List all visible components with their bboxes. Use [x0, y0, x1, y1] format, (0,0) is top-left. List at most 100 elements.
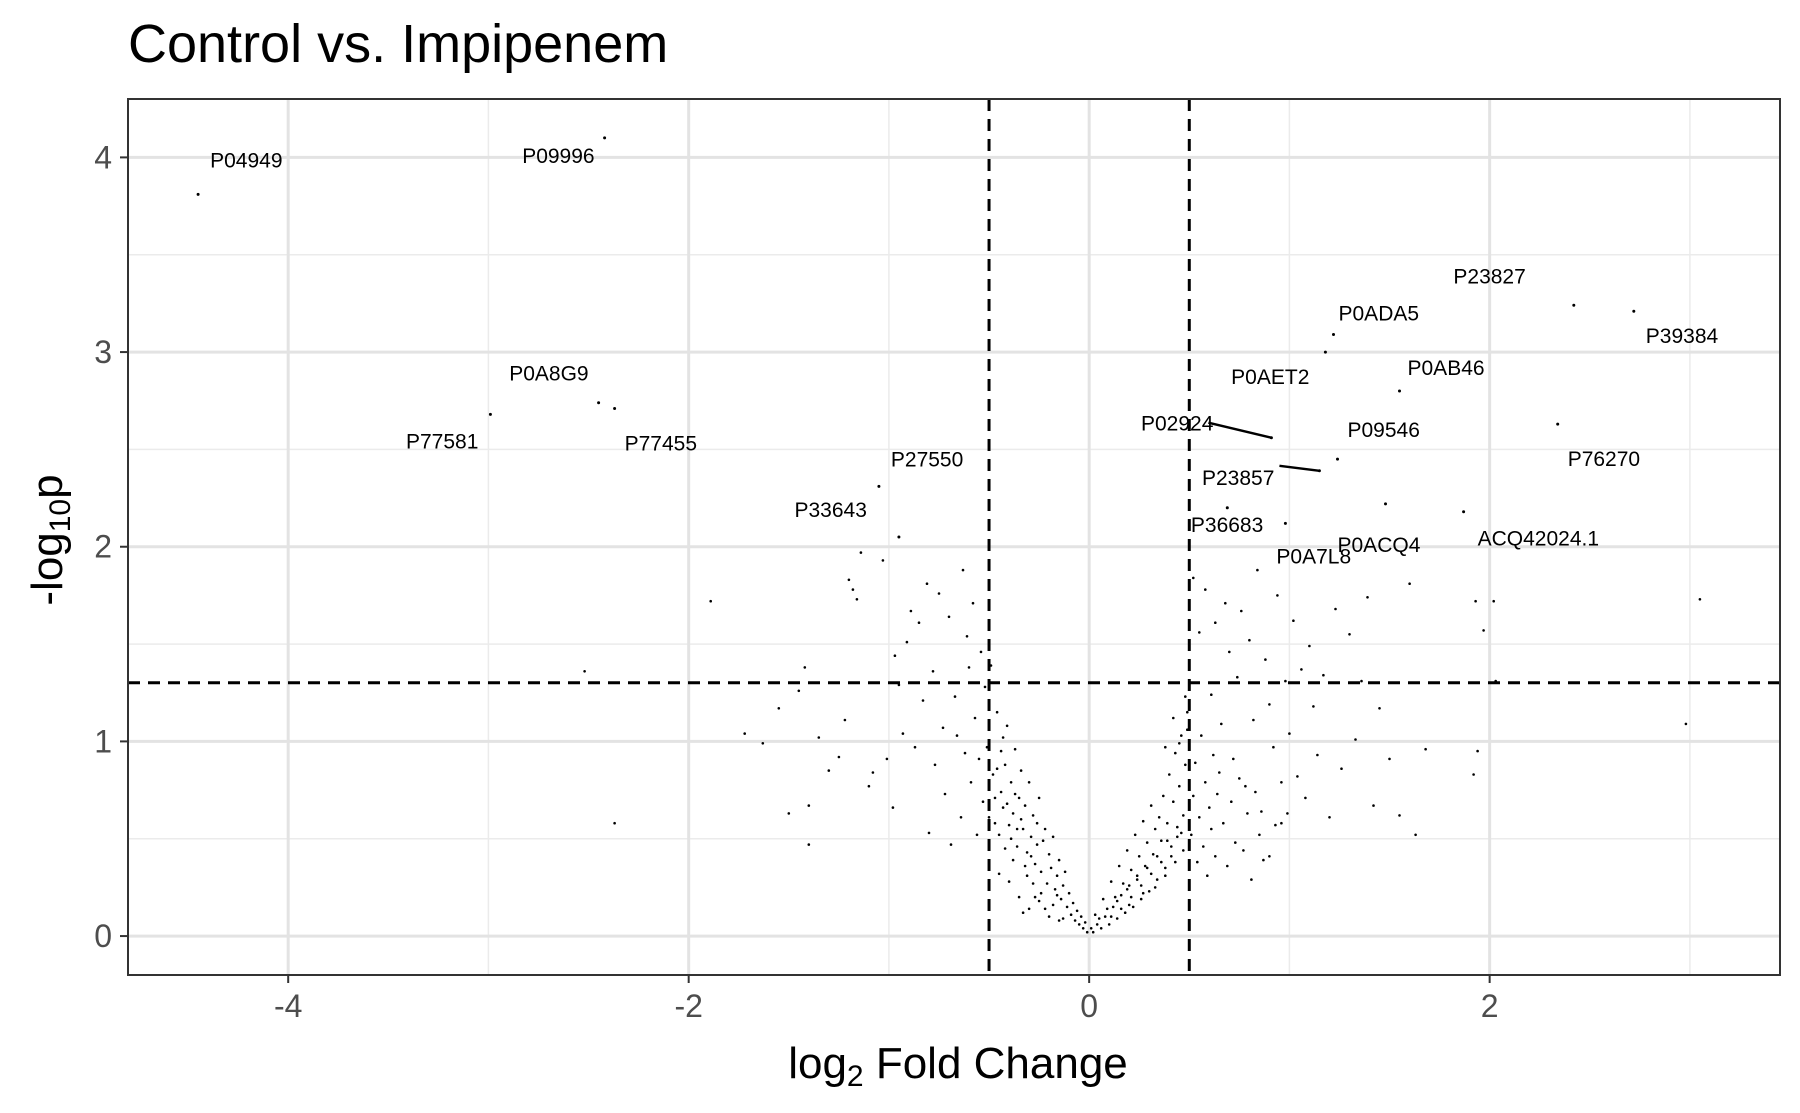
data-point — [953, 695, 957, 698]
data-point — [961, 568, 965, 572]
data-point — [1208, 806, 1211, 809]
data-point — [761, 742, 765, 745]
data-point — [1292, 619, 1295, 622]
data-point — [1166, 839, 1169, 842]
data-point — [881, 559, 885, 562]
data-point — [871, 771, 875, 774]
y-axis-title: -log10p — [23, 474, 77, 605]
data-point — [999, 749, 1003, 753]
data-point — [1264, 658, 1267, 661]
data-point — [1212, 753, 1215, 757]
data-point — [993, 821, 997, 825]
data-point — [1234, 841, 1237, 844]
data-point — [1354, 738, 1357, 741]
data-point — [1053, 888, 1057, 891]
data-point — [1057, 858, 1061, 862]
data-point — [947, 615, 951, 619]
data-point — [1023, 804, 1027, 807]
data-point — [1109, 915, 1113, 918]
y-tick-label: 1 — [94, 723, 112, 759]
data-point — [999, 790, 1003, 794]
data-point — [1174, 860, 1177, 864]
y-tick-label: 3 — [94, 334, 112, 370]
data-point — [1194, 761, 1197, 765]
data-point — [1348, 633, 1351, 636]
data-point — [997, 833, 1001, 837]
data-point — [1230, 800, 1233, 803]
y-axis-ticks: 0 1 2 3 4 — [94, 139, 128, 954]
data-point — [1164, 874, 1167, 877]
data-point — [941, 726, 945, 730]
data-point — [1388, 757, 1391, 761]
data-point — [1262, 858, 1265, 862]
labeled-data-point — [1398, 389, 1401, 393]
data-point — [827, 769, 831, 772]
y-axis-title-subscript: 10 — [44, 499, 77, 532]
data-point — [1129, 868, 1133, 872]
data-point — [1133, 833, 1137, 837]
data-point — [963, 751, 967, 755]
data-point — [1214, 855, 1217, 858]
data-point — [1011, 858, 1015, 862]
data-point — [1334, 607, 1337, 611]
data-point — [1101, 897, 1105, 901]
data-point — [1129, 895, 1133, 899]
data-point — [859, 551, 863, 554]
label-leader-line — [1208, 421, 1272, 439]
data-point — [1192, 576, 1195, 580]
data-point — [1141, 891, 1145, 895]
data-point — [807, 804, 811, 807]
data-point — [1141, 819, 1145, 823]
data-point — [1160, 839, 1163, 842]
data-point — [1115, 917, 1119, 920]
data-point — [1164, 866, 1167, 870]
data-point — [1220, 722, 1223, 726]
data-point — [1236, 675, 1239, 679]
labeled-data-point — [1556, 422, 1560, 426]
data-point — [1186, 728, 1189, 731]
data-point — [1170, 845, 1173, 848]
labeled-data-point — [597, 401, 601, 405]
data-point — [1160, 860, 1163, 864]
data-point — [1027, 907, 1031, 911]
data-point — [1147, 890, 1151, 893]
data-point — [1155, 878, 1159, 881]
data-point — [1196, 860, 1199, 864]
data-point — [925, 582, 929, 585]
y-tick-label: 4 — [94, 139, 112, 175]
data-point — [1308, 644, 1311, 648]
data-point — [937, 592, 941, 595]
data-point — [1047, 853, 1051, 856]
point-label: P0AB46 — [1408, 357, 1485, 380]
data-point — [893, 654, 897, 657]
data-point — [933, 763, 937, 767]
data-point — [1186, 710, 1189, 714]
data-point — [1123, 911, 1127, 914]
data-point — [1684, 722, 1688, 726]
data-point — [1103, 915, 1107, 918]
data-point — [1153, 886, 1157, 889]
data-point — [1288, 732, 1291, 735]
data-point — [1366, 596, 1369, 599]
data-point — [1328, 816, 1331, 819]
data-point — [1089, 927, 1093, 930]
data-point — [1057, 919, 1061, 922]
data-point — [1005, 724, 1009, 728]
labeled-data-point — [1384, 502, 1387, 506]
data-point — [991, 773, 995, 776]
data-point — [1168, 773, 1171, 776]
data-point — [1125, 849, 1129, 852]
data-point — [1322, 673, 1325, 677]
data-point — [921, 699, 925, 702]
point-label: P76270 — [1568, 448, 1640, 471]
data-point — [977, 757, 981, 761]
data-point — [777, 707, 781, 710]
x-tick-label: 0 — [1080, 988, 1098, 1024]
labeled-data-point — [897, 535, 901, 539]
data-point — [1043, 907, 1047, 911]
data-point — [909, 609, 913, 613]
data-point — [1174, 751, 1177, 755]
data-point — [1414, 833, 1417, 837]
data-point — [971, 601, 975, 605]
minor-gridlines — [128, 99, 1780, 975]
